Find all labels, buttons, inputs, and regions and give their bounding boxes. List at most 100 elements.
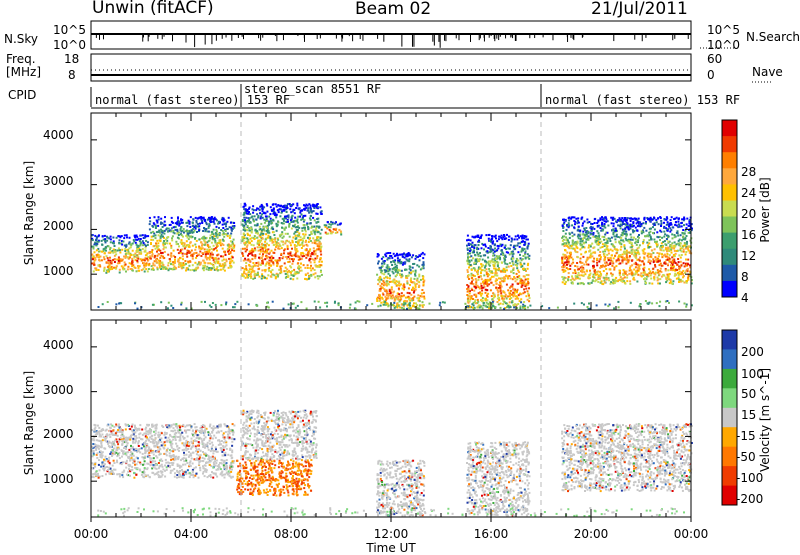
data-pixel (310, 209, 312, 211)
data-pixel (577, 217, 579, 219)
data-pixel (654, 241, 656, 243)
data-pixel (416, 264, 418, 266)
data-pixel (271, 226, 273, 228)
data-pixel (403, 289, 405, 291)
data-pixel (644, 274, 646, 276)
data-pixel (243, 271, 245, 273)
data-pixel (335, 232, 337, 234)
data-pixel (297, 242, 299, 244)
data-pixel (270, 265, 272, 267)
data-pixel (511, 252, 513, 254)
data-pixel (671, 245, 673, 247)
data-pixel (654, 274, 656, 276)
data-pixel (584, 221, 586, 223)
data-pixel (382, 287, 384, 289)
data-pixel (626, 274, 628, 276)
data-pixel (388, 273, 390, 275)
data-pixel (402, 256, 404, 258)
data-pixel (474, 244, 476, 246)
data-pixel (670, 264, 672, 266)
data-pixel (580, 239, 582, 241)
data-pixel (496, 272, 498, 274)
data-pixel (512, 251, 514, 253)
data-pixel (230, 233, 232, 235)
data-pixel (243, 227, 245, 229)
data-pixel (601, 218, 603, 220)
data-pixel (260, 251, 262, 253)
data-pixel (393, 253, 395, 255)
data-pixel (577, 256, 579, 258)
data-pixel (202, 230, 204, 232)
data-pixel (276, 262, 278, 264)
data-pixel (164, 216, 166, 218)
data-pixel (652, 268, 654, 270)
data-pixel (408, 260, 410, 262)
data-pixel (274, 259, 276, 261)
data-pixel (617, 236, 619, 238)
data-pixel (109, 257, 111, 259)
data-pixel (650, 275, 652, 277)
data-pixel (638, 218, 640, 220)
data-pixel (317, 275, 319, 277)
data-pixel (274, 212, 276, 214)
data-pixel (572, 278, 574, 280)
data-pixel (285, 233, 287, 235)
data-pixel (512, 278, 514, 280)
data-pixel (604, 266, 606, 268)
data-pixel (643, 267, 645, 269)
data-pixel (291, 274, 293, 276)
data-pixel (478, 240, 480, 242)
data-pixel (680, 234, 682, 236)
data-pixel (211, 231, 213, 233)
data-pixel (406, 280, 408, 282)
data-pixel (511, 286, 513, 288)
data-pixel (625, 263, 627, 265)
data-pixel (684, 265, 686, 267)
data-pixel (416, 283, 418, 285)
data-pixel (631, 249, 633, 251)
data-pixel (158, 254, 160, 256)
data-pixel (653, 217, 655, 219)
data-pixel (121, 249, 123, 251)
data-pixel (116, 265, 118, 267)
data-pixel (637, 225, 639, 227)
data-pixel (423, 304, 425, 306)
data-pixel (501, 262, 503, 264)
data-pixel (609, 257, 611, 259)
data-pixel (466, 245, 468, 247)
data-pixel (290, 219, 292, 221)
data-pixel (412, 263, 414, 265)
data-pixel (311, 252, 313, 254)
data-pixel (301, 270, 303, 272)
data-pixel (603, 236, 605, 238)
data-pixel (121, 260, 123, 262)
data-pixel (233, 239, 235, 241)
data-pixel (471, 283, 473, 285)
data-pixel (507, 248, 509, 250)
data-pixel (193, 252, 195, 254)
data-pixel (661, 237, 663, 239)
data-pixel (398, 288, 400, 290)
data-pixel (509, 301, 511, 303)
data-pixel (593, 258, 595, 260)
data-pixel (189, 260, 191, 262)
data-pixel (597, 271, 599, 273)
data-pixel (569, 265, 571, 267)
data-pixel (676, 232, 678, 234)
data-pixel (187, 233, 189, 235)
data-pixel (685, 259, 687, 261)
data-pixel (270, 260, 272, 262)
data-pixel (277, 224, 279, 226)
data-pixel (572, 242, 574, 244)
data-pixel (209, 262, 211, 264)
data-pixel (657, 278, 659, 280)
data-pixel (160, 255, 162, 257)
data-pixel (158, 218, 160, 220)
data-pixel (199, 263, 201, 265)
data-pixel (310, 231, 312, 233)
data-pixel (254, 276, 256, 278)
data-pixel (267, 274, 269, 276)
data-pixel (253, 244, 255, 246)
data-pixel (113, 267, 115, 269)
data-pixel (251, 231, 253, 233)
